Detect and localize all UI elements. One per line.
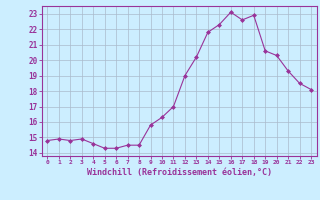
X-axis label: Windchill (Refroidissement éolien,°C): Windchill (Refroidissement éolien,°C) bbox=[87, 168, 272, 177]
